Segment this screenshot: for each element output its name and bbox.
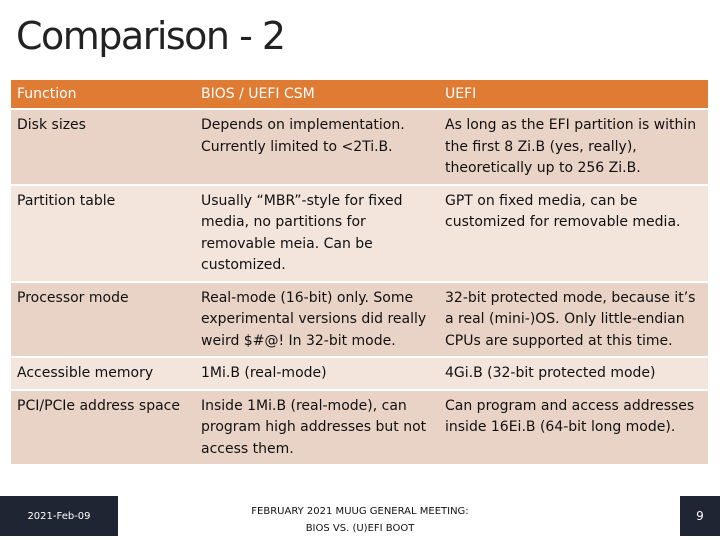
header-function: Function [11,80,195,110]
footer-caption-line-1: FEBRUARY 2021 MUUG GENERAL MEETING: [251,506,469,517]
row-function-cell: Partition table [11,185,195,283]
row-function-cell: PCI/PCIe address space [11,390,195,466]
header-uefi: UEFI [439,80,708,110]
row-bios-cell: Real-mode (16-bit) only. Some experiment… [195,282,439,358]
page-number: 9 [680,496,720,536]
footer-caption: FEBRUARY 2021 MUUG GENERAL MEETING: BIOS… [230,503,490,537]
row-bios-cell: Usually “MBR”-style for fixed media, no … [195,185,439,283]
slide-footer [0,494,720,540]
row-uefi-cell: 4Gi.B (32-bit protected mode) [439,358,708,391]
row-function-cell: Processor mode [11,282,195,358]
table-header-row: Function BIOS / UEFI CSM UEFI [11,80,708,110]
row-bios-cell: 1Mi.B (real-mode) [195,358,439,391]
row-function-cell: Disk sizes [11,110,195,186]
row-function-cell: Accessible memory [11,358,195,391]
row-uefi-cell: Can program and access addresses inside … [439,390,708,466]
header-bios: BIOS / UEFI CSM [195,80,439,110]
row-uefi-cell: 32-bit protected mode, because it’s a re… [439,282,708,358]
table-row: PCI/PCIe address space Inside 1Mi.B (rea… [11,390,708,466]
footer-date: 2021-Feb-09 [0,496,118,536]
footer-caption-line-2: BIOS VS. (U)EFI BOOT [305,523,415,534]
table-row: Disk sizes Depends on implementation. Cu… [11,110,708,186]
table-row: Accessible memory 1Mi.B (real-mode) 4Gi.… [11,358,708,391]
row-uefi-cell: As long as the EFI partition is within t… [439,110,708,186]
row-uefi-cell: GPT on fixed media, can be customized fo… [439,185,708,283]
row-bios-cell: Depends on implementation. Currently lim… [195,110,439,186]
comparison-table: Function BIOS / UEFI CSM UEFI Disk sizes… [11,80,708,466]
table-row: Processor mode Real-mode (16-bit) only. … [11,282,708,358]
slide-title: Comparison - 2 [16,14,286,58]
row-bios-cell: Inside 1Mi.B (real-mode), can program hi… [195,390,439,466]
table-row: Partition table Usually “MBR”-style for … [11,185,708,283]
